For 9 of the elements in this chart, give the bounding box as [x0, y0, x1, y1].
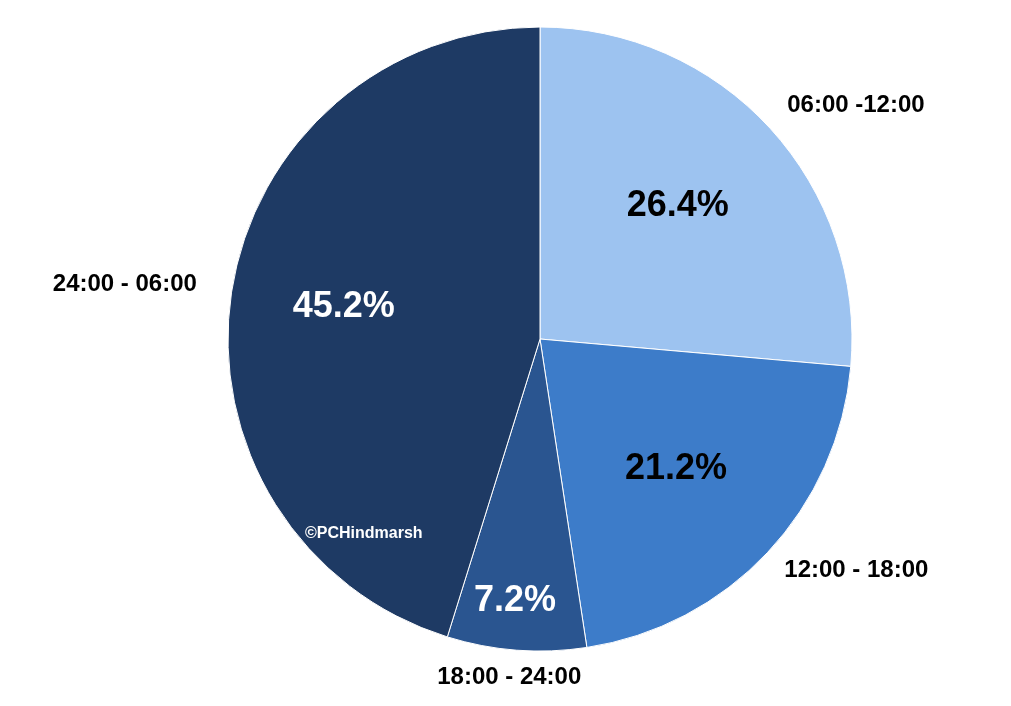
slice-label: 18:00 - 24:00 — [437, 661, 582, 689]
slice-label: 12:00 - 18:00 — [784, 554, 929, 582]
slice-label: 24:00 - 06:00 — [52, 269, 197, 297]
data-label: 45.2% — [292, 284, 395, 326]
data-label: 26.4% — [626, 182, 729, 224]
data-label: 7.2% — [473, 577, 557, 619]
text: ©PCHindmarsh — [305, 524, 423, 542]
slice-label: 06:00 -12:00 — [787, 89, 925, 117]
data-label: 21.2% — [624, 445, 728, 487]
